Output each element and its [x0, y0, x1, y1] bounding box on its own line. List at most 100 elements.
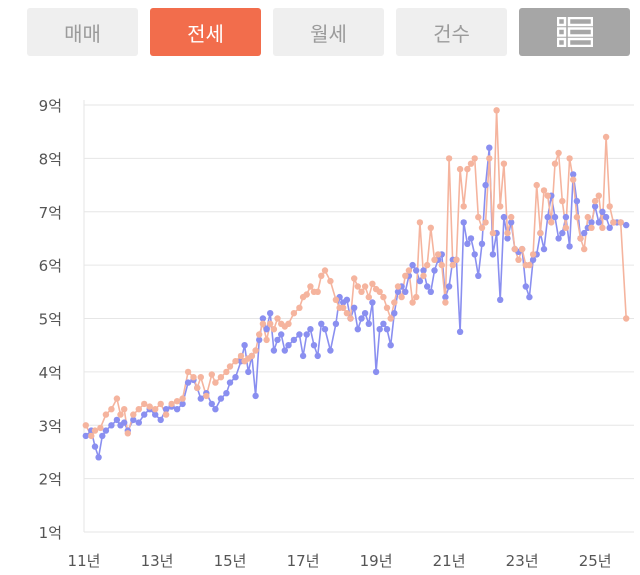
x-tick-label: 15년 — [214, 552, 247, 570]
series-2-line — [85, 109, 627, 437]
series-2-point — [431, 256, 438, 263]
tab-transaction-count[interactable]: 건수 — [396, 8, 507, 56]
series-1-point — [387, 342, 394, 349]
series-2-point — [566, 155, 573, 162]
series-1-point — [197, 395, 204, 402]
series-2-point — [413, 293, 420, 301]
series-2-point — [460, 203, 467, 210]
series-2-point — [217, 374, 225, 381]
series-2-point — [555, 149, 562, 157]
series-1-point — [310, 342, 318, 349]
series-2-point — [599, 224, 606, 231]
series-2-point — [365, 293, 372, 301]
series-1-point — [135, 419, 142, 426]
series-2-point — [489, 229, 497, 237]
series-2-point — [540, 187, 548, 194]
tab-sale[interactable]: 매매 — [27, 8, 138, 56]
series-1-point — [570, 171, 577, 178]
series-1-point — [314, 352, 321, 360]
series-1-point — [354, 326, 361, 333]
x-tick-label: 25년 — [579, 552, 612, 570]
series-1-point — [217, 395, 225, 402]
series-2-point — [584, 213, 591, 221]
series-2-point — [588, 224, 595, 231]
series-1-point — [555, 235, 562, 242]
list-view-icon — [556, 17, 593, 47]
series-1-point — [402, 288, 409, 295]
series-1-point — [526, 293, 533, 301]
series-2-point — [573, 213, 581, 221]
series-2-point — [497, 203, 504, 210]
series-1-point — [372, 368, 380, 376]
series-2-point — [173, 398, 181, 405]
series-1-point — [343, 296, 351, 303]
series-2-point — [223, 368, 230, 376]
price-trend-chart: 1억 2억 3억 4억 5억 6억 7억 8억 9억 11년 13년 15년 17년 19년 21년 23년… — [39, 97, 634, 570]
series-1-point — [427, 288, 434, 295]
series-2-point — [194, 384, 201, 392]
series-1-point — [606, 224, 613, 231]
series-points — [82, 107, 630, 461]
series-1-point — [173, 406, 181, 413]
series-2-point — [475, 213, 482, 221]
series-1-point — [241, 342, 248, 349]
series-2-point — [383, 304, 391, 311]
series-2-point — [256, 331, 263, 338]
series-2-point — [226, 363, 234, 370]
series-2-point — [259, 320, 267, 327]
series-1-point — [299, 352, 307, 360]
series-2-point — [456, 165, 464, 173]
series-1-point — [278, 331, 285, 338]
series-1-point — [318, 320, 325, 327]
series-2-point — [508, 213, 515, 221]
series-2-point — [409, 299, 416, 306]
series-2-point — [398, 293, 405, 301]
series-1-point — [376, 326, 383, 333]
series-1-point — [285, 342, 292, 349]
series-2-point — [482, 219, 489, 226]
series-2-point — [438, 261, 445, 269]
tab-jeonse[interactable]: 전세 — [150, 8, 261, 56]
y-tick-label: 6억 — [39, 257, 62, 275]
series-2-point — [623, 315, 630, 322]
series-2-point — [321, 267, 329, 274]
series-1-point — [274, 336, 281, 344]
series-2-point — [303, 291, 310, 298]
series-1-point — [559, 229, 566, 237]
series-2-point — [157, 400, 164, 408]
list-view-button[interactable] — [519, 8, 630, 56]
series-2-point — [533, 181, 540, 189]
series-2-point — [274, 315, 281, 322]
series-2-point — [190, 374, 197, 381]
series-1-point — [573, 197, 581, 205]
series-2-point — [602, 133, 610, 141]
series-1-point — [581, 229, 588, 237]
series-2-point — [184, 368, 192, 376]
y-tick-label: 9억 — [39, 97, 62, 115]
y-tick-label: 4억 — [39, 364, 62, 382]
series-1-point — [504, 235, 511, 242]
series-2-point — [307, 283, 314, 290]
series-1-point — [540, 245, 548, 253]
x-axis-ticks: 11년 13년 15년 17년 19년 21년 23년 25년 — [68, 552, 612, 570]
series-1-point — [529, 256, 537, 263]
series-2-point — [124, 430, 131, 437]
series-1-point — [566, 243, 573, 250]
series-2-point — [548, 219, 555, 226]
series-2-point — [464, 165, 471, 173]
series-1-point — [259, 315, 267, 322]
series-2-point — [113, 395, 121, 402]
tab-monthly-rent[interactable]: 월세 — [273, 8, 384, 56]
series-2-point — [467, 160, 475, 167]
series-1-point — [212, 406, 219, 413]
series-2-point — [354, 283, 361, 290]
series-2-point — [380, 293, 387, 301]
y-tick-label: 3억 — [39, 417, 62, 435]
series-2-point — [500, 160, 508, 167]
series-1-point — [497, 296, 504, 303]
series-2-point — [537, 229, 544, 237]
series-1-point — [141, 411, 148, 418]
series-1-point — [162, 406, 170, 413]
series-1-point — [130, 416, 137, 424]
series-1-point — [478, 240, 486, 247]
